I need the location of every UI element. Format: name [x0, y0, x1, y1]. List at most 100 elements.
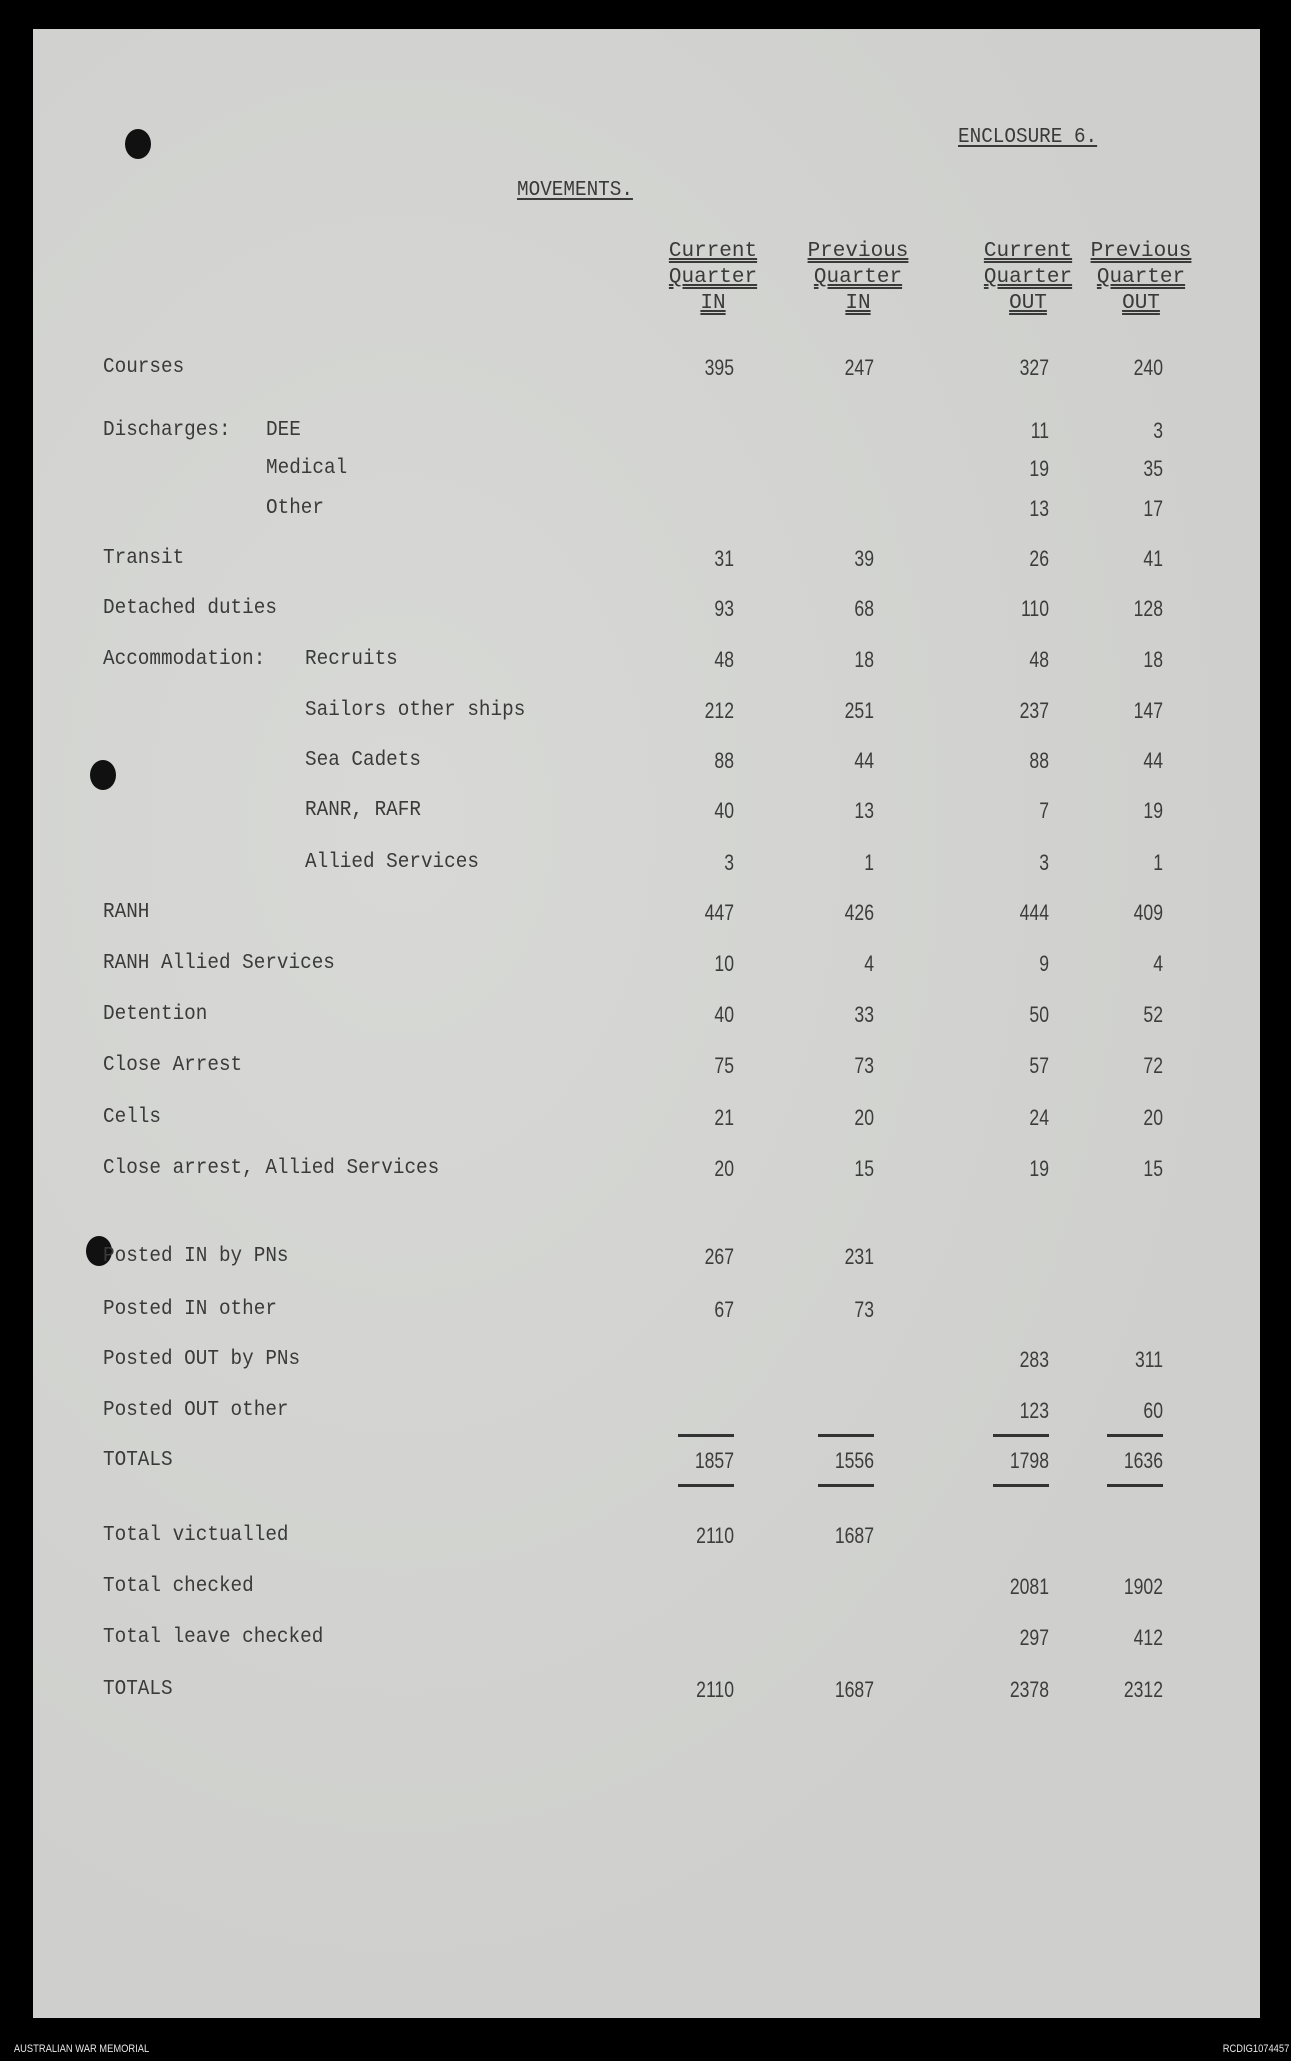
cell-value: 20 [854, 1105, 874, 1130]
cell-value: 26 [1029, 546, 1049, 571]
row-label: Posted OUT by PNs [103, 1348, 301, 1371]
cell-value: 35 [1143, 456, 1163, 481]
row-label: Total leave checked [103, 1626, 324, 1649]
total-rule [1107, 1484, 1163, 1487]
cell-value: 1798 [1009, 1448, 1049, 1473]
cell-value: 240 [1133, 355, 1163, 380]
cell-value: 327 [1019, 355, 1049, 380]
cell-value: 447 [704, 900, 734, 925]
row-label: TOTALS [103, 1449, 173, 1472]
cell-value: 13 [1029, 496, 1049, 521]
column-header-line: Quarter [1096, 266, 1186, 289]
cell-value: 20 [714, 1156, 734, 1181]
row-label: Other [266, 497, 324, 520]
cell-value: 1556 [834, 1448, 874, 1473]
cell-value: 2110 [696, 1677, 734, 1702]
enclosure-label: ENCLOSURE 6. [958, 126, 1098, 149]
cell-value: 3 [1039, 850, 1049, 875]
total-rule [993, 1434, 1049, 1437]
cell-value: 4 [864, 951, 874, 976]
cell-value: 1 [864, 850, 874, 875]
cell-value: 50 [1029, 1002, 1049, 1027]
column-header-line: IN [845, 292, 871, 315]
cell-value: 93 [714, 596, 734, 621]
column-header: Current Quarter OUT [968, 239, 1088, 317]
total-rule [678, 1434, 734, 1437]
cell-value: 2378 [1009, 1677, 1049, 1702]
cell-value: 9 [1039, 951, 1049, 976]
column-header: Previous Quarter OUT [1081, 239, 1201, 317]
cell-value: 19 [1029, 1156, 1049, 1181]
cell-value: 21 [714, 1105, 734, 1130]
cell-value: 72 [1143, 1053, 1163, 1078]
cell-value: 2312 [1123, 1677, 1163, 1702]
row-label: Courses [103, 356, 185, 379]
cell-value: 251 [844, 698, 874, 723]
cell-value: 33 [854, 1002, 874, 1027]
cell-value: 11 [1030, 418, 1049, 443]
cell-value: 15 [1143, 1156, 1163, 1181]
column-header-line: Current [983, 240, 1073, 263]
cell-value: 311 [1134, 1347, 1163, 1372]
document-title: MOVEMENTS. [517, 179, 633, 202]
cell-value: 67 [714, 1297, 734, 1322]
row-label: Close arrest, Allied Services [103, 1157, 440, 1180]
footer-record-id: RCDIG1074457 [1222, 2043, 1289, 2055]
cell-value: 4 [1153, 951, 1163, 976]
column-header: Previous Quarter IN [798, 239, 918, 317]
cell-value: 39 [854, 546, 874, 571]
row-label: TOTALS [103, 1678, 173, 1701]
cell-value: 128 [1133, 596, 1163, 621]
cell-value: 19 [1143, 798, 1163, 823]
cell-value: 1636 [1123, 1448, 1163, 1473]
cell-value: 1687 [834, 1523, 874, 1548]
cell-value: 41 [1143, 546, 1163, 571]
total-rule [818, 1484, 874, 1487]
cell-value: 68 [854, 596, 874, 621]
row-label: Medical [266, 457, 348, 480]
cell-value: 31 [714, 546, 734, 571]
cell-value: 147 [1133, 698, 1163, 723]
row-label: Allied Services [305, 851, 479, 874]
cell-value: 44 [1143, 748, 1163, 773]
cell-value: 1902 [1123, 1574, 1163, 1599]
cell-value: 212 [704, 698, 734, 723]
total-rule [993, 1484, 1049, 1487]
cell-value: 395 [704, 355, 734, 380]
cell-value: 40 [714, 1002, 734, 1027]
row-label: Transit [103, 547, 185, 570]
cell-value: 297 [1019, 1625, 1049, 1650]
cell-value: 20 [1143, 1105, 1163, 1130]
total-rule [678, 1484, 734, 1487]
column-header: Current Quarter IN [653, 239, 773, 317]
cell-value: 60 [1143, 1398, 1163, 1423]
cell-value: 18 [1143, 647, 1163, 672]
row-group-label: Discharges: [103, 419, 231, 442]
cell-value: 18 [854, 647, 874, 672]
row-label: Detention [103, 1003, 208, 1026]
row-label: DEE [266, 419, 301, 442]
cell-value: 3 [1153, 418, 1163, 443]
row-label: Recruits [305, 648, 398, 671]
cell-value: 17 [1143, 496, 1163, 521]
cell-value: 1687 [834, 1677, 874, 1702]
cell-value: 15 [854, 1156, 874, 1181]
cell-value: 1 [1153, 850, 1163, 875]
cell-value: 2110 [696, 1523, 734, 1548]
column-header-line: Current [668, 240, 758, 263]
row-label: RANR, RAFR [305, 799, 421, 822]
row-label: Close Arrest [103, 1054, 243, 1077]
cell-value: 13 [854, 798, 874, 823]
cell-value: 48 [714, 647, 734, 672]
cell-value: 7 [1039, 798, 1049, 823]
punch-hole [125, 129, 151, 159]
row-label: Posted IN by PNs [103, 1245, 289, 1268]
row-label: Total checked [103, 1575, 254, 1598]
cell-value: 3 [724, 850, 734, 875]
document-page: ENCLOSURE 6. MOVEMENTS. Current Quarter IN… [33, 29, 1260, 2018]
cell-value: 444 [1019, 900, 1049, 925]
punch-hole [90, 760, 116, 790]
column-header-line: OUT [1009, 292, 1047, 315]
column-header-line: Quarter [983, 266, 1073, 289]
column-header-line: IN [700, 292, 726, 315]
